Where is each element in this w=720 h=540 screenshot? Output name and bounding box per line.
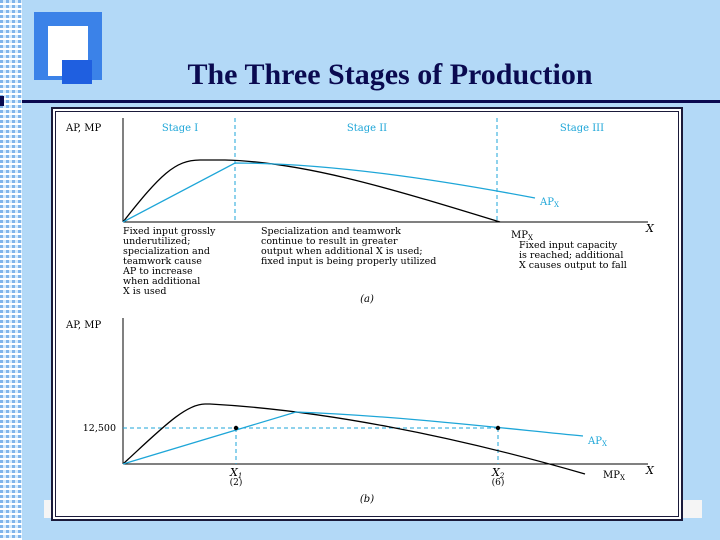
panel-b-x-label: X <box>645 464 655 477</box>
svg-text:specialization and: specialization and <box>123 246 210 257</box>
x1-tick-label: X1 <box>229 466 242 480</box>
x1-tick-paren: (2) <box>230 477 243 488</box>
panel-a-y-label: AP, MP <box>65 123 102 134</box>
svg-text:AP to increase: AP to increase <box>122 266 193 277</box>
figure-frame <box>51 107 683 521</box>
stage-2-label: Stage II <box>347 123 387 134</box>
svg-text:output when additional X is us: output when additional X is used; <box>261 246 423 257</box>
panel-a-ap-label: APX <box>539 197 559 209</box>
panel-a-mp-curve <box>122 159 501 223</box>
x2-tick-paren: (6) <box>492 477 505 488</box>
svg-text:X is used: X is used <box>123 286 166 297</box>
panel-b-mp-curve <box>122 403 586 475</box>
panel-b-caption: (b) <box>360 494 374 505</box>
panel-a-x-label: X <box>645 222 655 235</box>
logo-corner-square <box>62 60 92 84</box>
stage-3-label: Stage III <box>560 123 604 134</box>
svg-text:teamwork cause: teamwork cause <box>123 256 202 267</box>
panel-b-y-label: AP, MP <box>65 320 102 331</box>
stage-3-note: Fixed input capacity is reached; additio… <box>519 240 627 271</box>
panel-a-caption: (a) <box>360 294 374 305</box>
figure-frame-inner <box>55 111 679 517</box>
svg-text:is reached; additional: is reached; additional <box>519 250 623 261</box>
x2-point <box>495 425 501 431</box>
panel-b-mp-label: MPX <box>603 470 625 482</box>
stage-1-label: Stage I <box>162 123 198 134</box>
panel-a-ap-curve <box>122 162 536 223</box>
svg-text:fixed input is being properly: fixed input is being properly utilized <box>261 256 436 267</box>
decorative-stripe <box>0 0 22 540</box>
svg-text:when additional: when additional <box>123 276 200 287</box>
svg-text:Fixed input grossly: Fixed input grossly <box>123 226 216 237</box>
y-tick-12500: 12,500 <box>83 423 116 434</box>
svg-text:Fixed input capacity: Fixed input capacity <box>519 240 618 251</box>
x2-tick-label: X2 <box>491 466 505 480</box>
svg-text:Specialization and teamwork: Specialization and teamwork <box>261 226 401 237</box>
panel-a: AP, MP X Stage I Stage II Stage III APX … <box>65 118 655 305</box>
stage-1-note: Fixed input grossly underutilized; speci… <box>122 226 216 297</box>
svg-text:X causes output to fall: X causes output to fall <box>519 260 627 271</box>
svg-text:continue to result in greater: continue to result in greater <box>261 236 398 247</box>
panel-b-ap-label: APX <box>587 436 607 448</box>
stage-2-note: Specialization and teamwork continue to … <box>261 226 436 267</box>
title-underline-cap <box>0 96 4 106</box>
slide-title: The Three Stages of Production <box>187 58 593 91</box>
panel-b-ap-curve <box>122 411 584 465</box>
panel-b: AP, MP X 12,500 APX MPX X1 (2) X2 (6) (b… <box>65 318 655 505</box>
x1-point <box>233 425 239 431</box>
title-underline <box>22 100 720 103</box>
panel-a-mp-label: MPX <box>511 230 533 242</box>
svg-text:underutilized;: underutilized; <box>123 236 190 247</box>
